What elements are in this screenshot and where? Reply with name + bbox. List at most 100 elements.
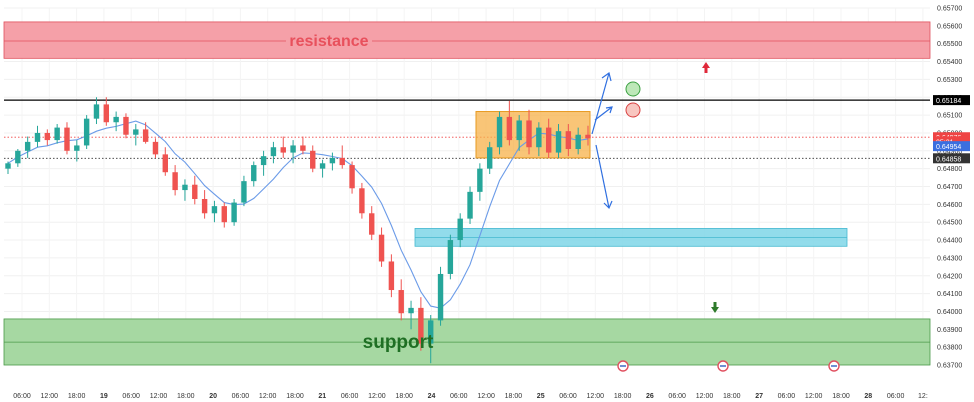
candle-down — [64, 127, 70, 151]
candle-up — [182, 184, 188, 191]
y-tick-label: 0.64300 — [937, 255, 962, 262]
y-tick-label: 0.63900 — [937, 327, 962, 334]
consolidation-box — [475, 111, 591, 159]
x-tick-label: 12:00 — [150, 393, 168, 400]
x-tick-label: 18:00 — [395, 393, 413, 400]
x-tick-label: 21 — [318, 393, 326, 400]
candle-up — [408, 307, 414, 314]
arrow-up-path — [591, 72, 610, 135]
x-tick-label: 25 — [537, 393, 545, 400]
y-tick-label: 0.65500 — [937, 41, 962, 48]
candle-down — [172, 172, 178, 191]
x-tick-label: 18:00 — [832, 393, 850, 400]
red-circle-marker — [625, 102, 641, 118]
horizontal-lines — [4, 99, 930, 159]
candle-down — [162, 154, 168, 173]
x-tick-label: 20 — [209, 393, 217, 400]
x-tick-label: 18:00 — [286, 393, 304, 400]
x-tick-label: 12: — [918, 393, 928, 400]
candle-up — [516, 120, 522, 141]
y-tick-label: 0.64900 — [937, 148, 962, 155]
y-tick-label: 0.64800 — [937, 166, 962, 173]
candle-down — [506, 116, 513, 141]
candle-down — [565, 131, 572, 150]
x-tick-label: 18:00 — [614, 393, 632, 400]
candle-up — [496, 116, 503, 148]
price-label-bg — [933, 95, 970, 106]
zone-labels: resistance support — [286, 31, 434, 353]
zones — [3, 21, 931, 366]
red-up-arrow-icon — [702, 62, 710, 73]
x-tick-label: 06:00 — [341, 393, 359, 400]
candle-up — [211, 206, 218, 214]
support-label: support — [363, 332, 434, 353]
x-tick-label: 12:00 — [259, 393, 277, 400]
candle-up — [290, 145, 296, 153]
x-tick-label: 18:00 — [723, 393, 741, 400]
grid — [4, 7, 930, 366]
candle-up — [24, 141, 31, 151]
candle-up — [428, 320, 434, 344]
candle-up — [54, 127, 60, 141]
y-tick-label: 0.64400 — [937, 238, 962, 245]
candle-up — [260, 156, 267, 166]
x-tick-label: 12:00 — [696, 393, 714, 400]
candle-up — [437, 273, 444, 321]
x-tick-label: 06:00 — [122, 393, 140, 400]
green-circle-marker — [625, 81, 641, 97]
candle-down — [152, 141, 159, 155]
candle-up — [93, 104, 100, 119]
y-tick-label: 0.65400 — [937, 59, 962, 66]
candle-down — [221, 206, 227, 223]
y-tick-label: 0.64000 — [937, 309, 962, 316]
candle-down — [369, 213, 375, 235]
arrow-up-head — [601, 71, 612, 82]
arrow-down-path — [595, 144, 610, 209]
candle-up — [447, 240, 454, 274]
candle-up — [486, 147, 493, 169]
x-tick-label: 12:00 — [368, 393, 386, 400]
candle-up — [5, 163, 11, 169]
resistance-label: resistance — [289, 33, 368, 50]
x-tick-label: 26 — [646, 393, 654, 400]
price-label-bg — [933, 141, 970, 152]
candle-up — [319, 163, 326, 169]
candle-down — [545, 127, 552, 153]
candle-up — [34, 132, 41, 142]
candle-down — [300, 145, 306, 151]
candle-down — [378, 234, 385, 262]
moving-average — [7, 120, 589, 309]
candle-down — [201, 198, 208, 214]
x-tick-label: 06:00 — [450, 393, 468, 400]
candle-up — [251, 165, 257, 182]
candle-down — [192, 184, 198, 199]
candle-down — [359, 188, 365, 214]
y-tick-label: 0.65300 — [937, 77, 962, 84]
x-tick-label: 27 — [755, 393, 763, 400]
y-tick-label: 0.64500 — [937, 220, 962, 227]
candle-down — [388, 261, 395, 291]
x-tick-label: 19 — [100, 393, 108, 400]
candle-up — [536, 127, 542, 148]
candle-down — [349, 165, 355, 189]
x-tick-label: 18:00 — [68, 393, 86, 400]
y-tick-label: 0.63700 — [937, 363, 962, 370]
arrow-mid-head — [605, 106, 613, 114]
candle-up — [270, 147, 277, 157]
x-tick-label: 12:00 — [587, 393, 605, 400]
x-tick-label: 18:00 — [177, 393, 195, 400]
candle-up — [467, 191, 473, 219]
candle-down — [398, 290, 404, 314]
x-tick-label: 28 — [864, 393, 872, 400]
candle-down — [526, 120, 532, 148]
y-tick-label: 0.65600 — [937, 23, 962, 30]
green-down-arrow-icon — [711, 302, 719, 313]
x-tick-label: 12:00 — [41, 393, 59, 400]
resistance-label-bg — [286, 31, 372, 50]
price-label: 0.65184 — [936, 98, 961, 105]
candle-up — [83, 118, 90, 146]
arrow-mid-path — [594, 106, 613, 121]
y-tick-label: 0.64600 — [937, 202, 962, 209]
price-label: 0.64954 — [936, 144, 961, 151]
